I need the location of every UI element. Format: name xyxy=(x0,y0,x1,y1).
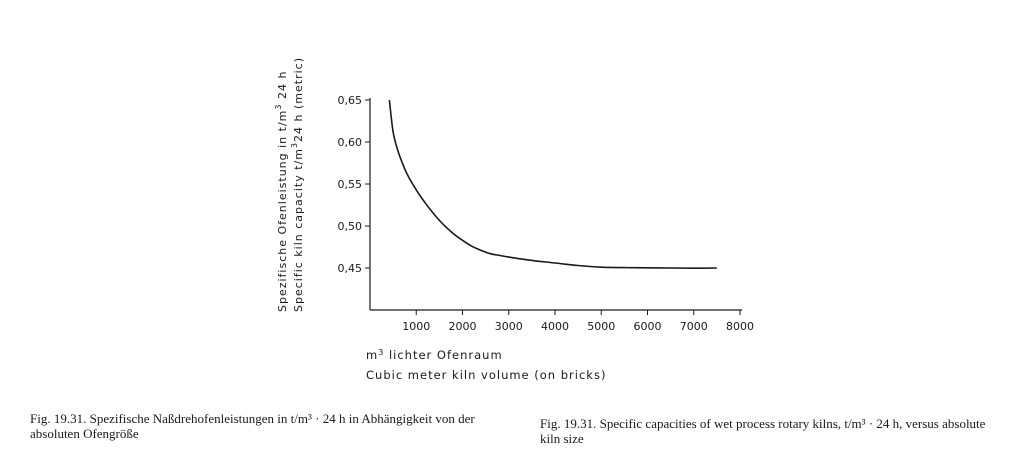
caption-de: Fig. 19.31. Spezifische Naßdrehofenleist… xyxy=(30,411,475,441)
axes xyxy=(369,98,742,311)
y-tick-label: 0,60 xyxy=(338,136,363,149)
x-axis-label-en: Cubic meter kiln volume (on bricks) xyxy=(366,368,607,382)
x-tick-label: 7000 xyxy=(680,320,708,333)
series xyxy=(388,99,717,270)
y-tick-label: 0,65 xyxy=(338,94,363,107)
x-tick-label: 3000 xyxy=(495,320,523,333)
x-tick-label: 8000 xyxy=(726,320,754,333)
y-tick-label: 0,45 xyxy=(338,262,363,275)
caption-en: Fig. 19.31. Specific capacities of wet p… xyxy=(540,416,986,446)
y-tick-label: 0,50 xyxy=(338,220,363,233)
series-line xyxy=(388,99,717,270)
x-tick-label: 2000 xyxy=(449,320,477,333)
x-tick-label: 5000 xyxy=(587,320,615,333)
x-axis-label-de: m3 lichter Ofenraum xyxy=(366,348,503,362)
y-axis-label-de: Spezifische Ofenleistung in t/m3 24 h xyxy=(274,71,289,312)
x-tick-label: 1000 xyxy=(402,320,430,333)
x-tick-label: 6000 xyxy=(634,320,662,333)
y-tick-label: 0,55 xyxy=(338,178,363,191)
ticks: 0,45 0,50 0,55 0,60 0,65 1000 2000 3000 4000 5000… xyxy=(338,94,755,333)
y-axis-label-en: Specific kiln capacity t/m324 h (metric) xyxy=(290,57,305,312)
x-tick-label: 4000 xyxy=(541,320,569,333)
